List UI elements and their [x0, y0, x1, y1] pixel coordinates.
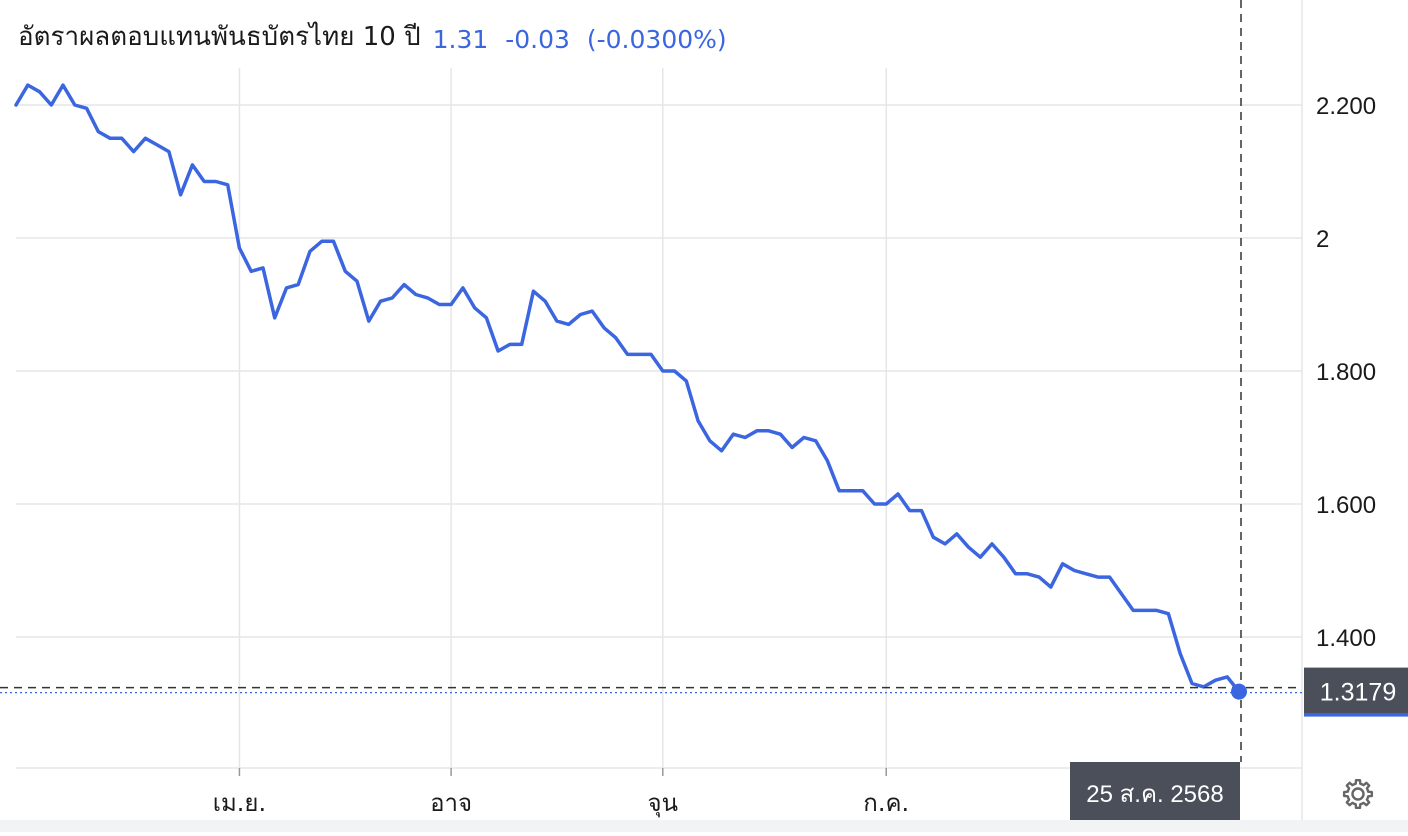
last-point-marker[interactable] [1231, 683, 1247, 700]
y-tick-label: 1.800 [1316, 359, 1376, 386]
last-price: 1.31 [432, 24, 489, 54]
x-tick-label: อาจ [430, 789, 472, 817]
chart-header: อัตราผลตอบแทนพันธบัตรไทย 10 ปี 1.31 -0.0… [18, 14, 727, 58]
chart-title: อัตราผลตอบแทนพันธบัตรไทย 10 ปี [18, 21, 421, 52]
y-tick-label: 2 [1316, 226, 1329, 253]
y-tick-label: 1.400 [1316, 625, 1376, 652]
gear-icon [1342, 778, 1374, 810]
quote-summary: 1.31 -0.03 (-0.0300%) [433, 25, 727, 54]
series-line[interactable] [14, 83, 1241, 694]
date-tag-label: 25 ส.ค. 2568 [1086, 781, 1223, 808]
y-tick-label: 2.200 [1316, 93, 1376, 120]
settings-button[interactable] [1338, 774, 1378, 814]
x-tick-label: ก.ค. [863, 789, 909, 817]
bottom-strip [0, 820, 1408, 832]
date-tag [1070, 762, 1240, 820]
price-tag [1304, 667, 1408, 714]
price-change-percent: (-0.0300%) [586, 24, 727, 54]
y-tick-label: 1.600 [1316, 492, 1376, 519]
x-tick-label: จุน [648, 789, 678, 818]
price-tag-label: 1.3179 [1320, 679, 1396, 707]
price-change: -0.03 [505, 24, 570, 54]
x-tick-label: เม.ย. [213, 789, 266, 817]
price-tag-accent [1304, 713, 1408, 717]
